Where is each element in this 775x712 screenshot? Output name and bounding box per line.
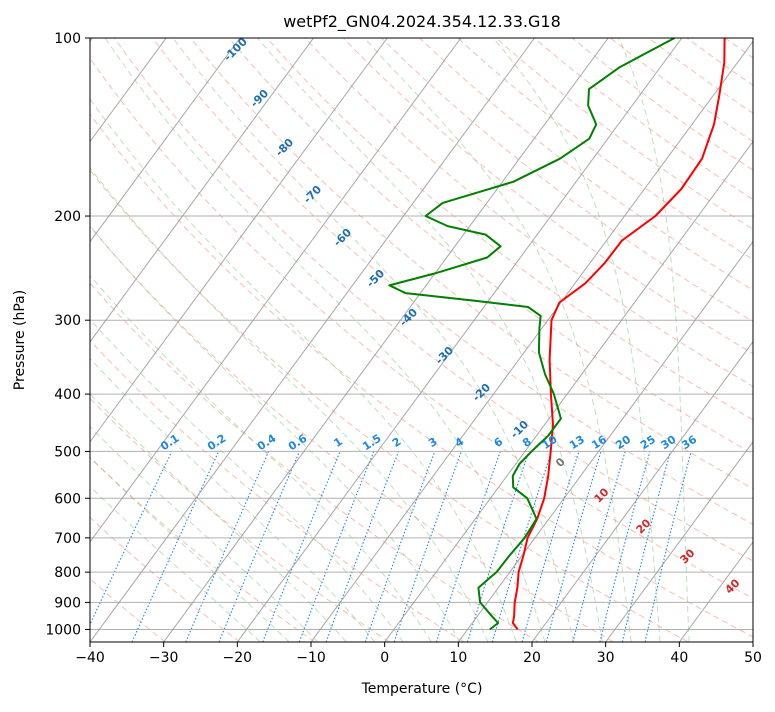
y-tick-label: 300 xyxy=(54,313,81,329)
y-tick-label: 400 xyxy=(54,387,81,403)
y-tick-label: 1000 xyxy=(45,622,81,638)
x-tick-label: 10 xyxy=(449,650,467,666)
x-axis-label: Temperature (°C) xyxy=(361,681,483,697)
x-tick-label: −30 xyxy=(149,650,179,666)
x-tick-label: 30 xyxy=(597,650,615,666)
y-tick-label: 900 xyxy=(54,595,81,611)
x-tick-label: −10 xyxy=(296,650,326,666)
y-tick-label: 800 xyxy=(54,565,81,581)
x-tick-label: 20 xyxy=(523,650,541,666)
y-tick-label: 600 xyxy=(54,491,81,507)
x-tick-label: −40 xyxy=(75,650,105,666)
y-axis-label: Pressure (hPa) xyxy=(12,290,28,390)
x-tick-label: −20 xyxy=(223,650,253,666)
x-tick-label: 50 xyxy=(744,650,762,666)
x-tick-label: 40 xyxy=(670,650,688,666)
chart-title: wetPf2_GN04.2024.354.12.33.G18 xyxy=(283,12,561,32)
y-tick-label: 700 xyxy=(54,531,81,547)
y-tick-label: 100 xyxy=(54,31,81,47)
x-tick-label: 0 xyxy=(380,650,389,666)
y-tick-label: 500 xyxy=(54,444,81,460)
y-tick-label: 200 xyxy=(54,209,81,225)
